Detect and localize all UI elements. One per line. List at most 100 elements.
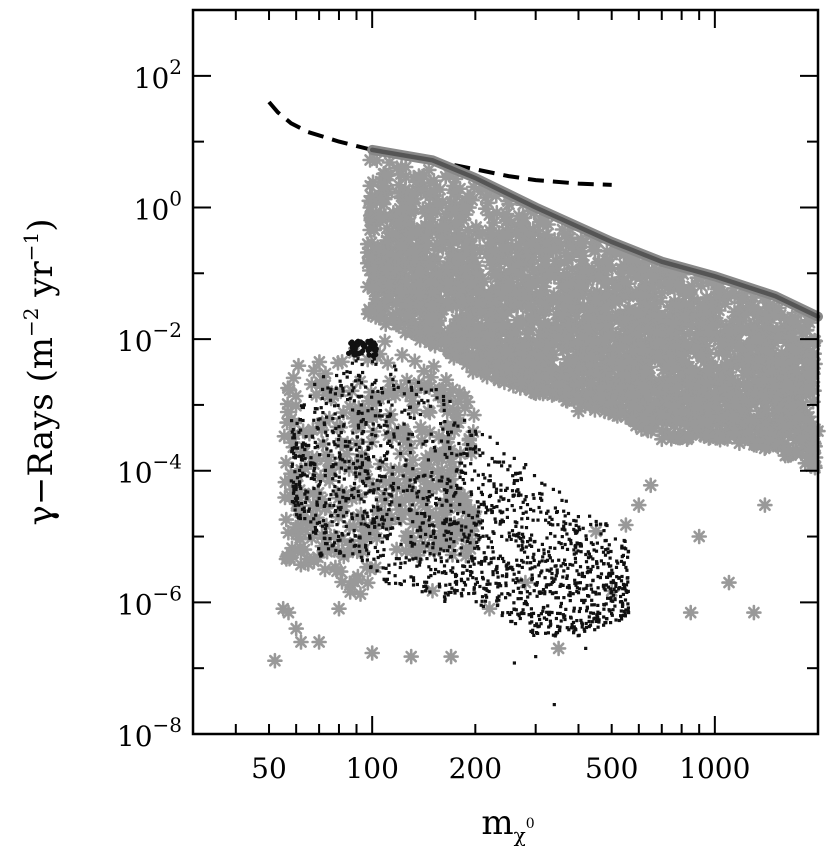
dot-point	[495, 571, 499, 575]
dot-point	[437, 552, 442, 556]
star-point	[746, 386, 762, 402]
star-point	[786, 351, 802, 368]
dot-point	[565, 585, 570, 589]
dot-point	[425, 557, 429, 561]
dot-point	[312, 477, 316, 481]
dot-point	[316, 418, 320, 422]
dot-point	[540, 492, 544, 496]
dot-point	[374, 378, 378, 382]
dot-point	[419, 557, 423, 561]
star-point	[413, 180, 429, 197]
dot-point	[301, 471, 305, 475]
dot-point	[553, 634, 557, 638]
dot-point	[627, 611, 631, 615]
dot-point	[323, 527, 328, 531]
dot-point	[591, 611, 596, 615]
star-point	[329, 563, 345, 579]
dot-point	[446, 477, 450, 481]
dot-point	[509, 611, 514, 615]
dot-point	[345, 375, 349, 379]
dot-point	[443, 591, 447, 595]
dot-point	[609, 549, 613, 554]
star-point	[407, 353, 423, 369]
star-point	[489, 204, 505, 221]
dot-point	[439, 479, 444, 483]
star-point	[399, 308, 416, 324]
dot-point	[369, 509, 374, 513]
dot-point	[534, 631, 539, 635]
star-point	[398, 198, 415, 215]
star-point	[714, 361, 730, 378]
star-point	[441, 230, 457, 247]
star-point	[572, 396, 589, 413]
dot-point	[476, 545, 480, 549]
dot-point	[380, 474, 384, 479]
dot-point	[519, 493, 523, 497]
dot-point	[317, 520, 321, 525]
star-point	[599, 243, 615, 260]
dot-point	[389, 372, 393, 376]
dot-point	[409, 508, 413, 512]
dot-point	[624, 565, 628, 570]
dot-point	[308, 534, 312, 538]
star-point	[358, 459, 374, 475]
solid-curve	[369, 147, 821, 319]
star-point	[572, 243, 589, 259]
star-point	[377, 474, 394, 491]
dot-point	[520, 544, 524, 548]
dot-point	[520, 539, 524, 543]
y-tick-base: 10	[117, 457, 153, 490]
dot-point	[336, 444, 340, 448]
dot-point	[550, 559, 554, 563]
dot-point	[494, 581, 498, 585]
dot-point	[397, 442, 401, 446]
dot-point	[459, 486, 463, 490]
dot-point	[304, 462, 308, 467]
star-point	[475, 363, 491, 379]
star-point	[634, 296, 650, 312]
dot-point	[426, 498, 430, 502]
dot-point	[626, 555, 630, 559]
dot-point	[368, 531, 372, 536]
dot-point	[387, 492, 391, 496]
star-point	[292, 531, 309, 547]
dot-point	[553, 534, 557, 538]
star-point	[443, 454, 460, 470]
star-point	[720, 324, 737, 340]
dot-point	[330, 520, 334, 524]
star-point	[400, 230, 417, 247]
dot-point	[290, 446, 294, 450]
dot-point	[293, 497, 298, 501]
dot-point	[525, 603, 529, 607]
dot-point	[506, 592, 510, 596]
dot-point	[492, 505, 496, 509]
star-point	[397, 504, 414, 520]
star-point	[447, 518, 463, 535]
dot-point	[356, 357, 360, 361]
star-point	[771, 435, 788, 452]
dot-point	[354, 379, 358, 383]
star-point	[558, 245, 574, 261]
dot-point	[415, 495, 419, 499]
star-point	[542, 352, 559, 368]
dot-point	[475, 514, 479, 518]
star-point	[488, 187, 505, 204]
star-point	[668, 412, 685, 429]
dot-point	[341, 489, 345, 493]
dot-point	[452, 540, 456, 544]
dot-point	[549, 582, 553, 586]
dot-point	[584, 646, 588, 650]
star-point	[721, 574, 737, 591]
dot-point	[381, 553, 385, 557]
star-point	[464, 241, 480, 258]
dot-point	[548, 619, 552, 623]
star-point	[416, 482, 432, 499]
dot-point	[584, 537, 588, 541]
dot-point	[544, 585, 548, 589]
dot-point	[348, 370, 352, 374]
dot-point	[443, 488, 447, 492]
dot-point	[554, 574, 558, 578]
dot-point	[328, 537, 332, 541]
star-point	[347, 482, 363, 499]
star-point	[741, 376, 757, 393]
